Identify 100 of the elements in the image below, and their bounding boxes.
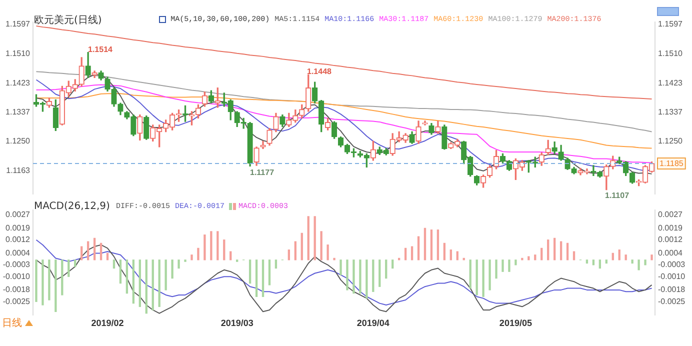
annotation: 1.1448 — [307, 67, 332, 76]
bar — [392, 260, 394, 269]
y2-tick-label: 1.1337 — [658, 107, 684, 116]
bar — [560, 241, 562, 260]
bar — [223, 240, 226, 260]
bar — [476, 260, 478, 296]
bar — [482, 260, 484, 297]
chart-title: MACD(26,12,9) — [34, 201, 110, 212]
chart-title: 欧元美元(日线) — [34, 14, 102, 26]
y2-tick-label: -0.0010 — [658, 272, 686, 281]
bar — [366, 260, 368, 299]
bar — [216, 231, 219, 260]
y2-tick-label: 0.0004 — [658, 248, 684, 258]
y2-tick-label: 1.1597 — [658, 20, 684, 29]
bar — [190, 254, 193, 260]
y2-tick-label: 0.0027 — [658, 210, 684, 220]
bar — [68, 260, 70, 277]
bar — [534, 254, 536, 260]
bar — [618, 250, 620, 260]
bar — [424, 228, 426, 260]
bar — [385, 260, 388, 279]
bar — [86, 241, 90, 260]
bar — [631, 260, 634, 264]
bar — [54, 260, 57, 312]
bar — [417, 236, 420, 260]
bar — [262, 260, 264, 297]
bar — [605, 260, 608, 264]
bar — [644, 260, 646, 266]
bar — [352, 260, 355, 294]
bar — [210, 231, 212, 260]
bar — [93, 238, 96, 260]
bar — [650, 254, 653, 260]
bar — [126, 260, 128, 294]
annotation: 1.1107 — [605, 191, 630, 200]
y2-tick-label: -0.0025 — [658, 296, 686, 306]
x-tick-label: 2019/03 — [220, 318, 254, 328]
bar — [469, 260, 472, 289]
bar — [307, 216, 310, 260]
y-tick-label: 0.0012 — [6, 235, 31, 244]
x-tick-label: 2019/04 — [356, 318, 390, 328]
bar — [268, 260, 271, 286]
annotation: 1.1177 — [250, 168, 274, 177]
text: 日线 — [2, 316, 22, 330]
bar — [430, 230, 433, 260]
y-tick-label: 1.1250 — [6, 136, 31, 146]
y-tick-label: -0.0018 — [2, 285, 31, 294]
y2-tick-label: 1.1250 — [658, 136, 684, 146]
bar — [255, 260, 258, 297]
bar — [495, 260, 498, 279]
bar — [346, 260, 348, 290]
bar — [450, 250, 452, 260]
bar — [333, 258, 336, 260]
bar — [61, 260, 64, 296]
bar — [340, 260, 342, 276]
bar — [171, 260, 174, 279]
bar — [359, 260, 362, 294]
y-tick-label: -0.0025 — [2, 296, 31, 306]
bar — [456, 251, 458, 260]
bar — [326, 244, 329, 260]
bar — [158, 260, 160, 307]
bar — [547, 240, 550, 260]
y-tick-label: 1.1163 — [6, 166, 31, 176]
bar — [598, 260, 602, 269]
bar — [436, 230, 440, 260]
bar — [197, 248, 200, 260]
y2-tick-label: 1.1510 — [658, 48, 684, 58]
bar — [248, 260, 252, 284]
y-tick-label: 1.1510 — [6, 48, 31, 58]
bar — [294, 241, 296, 260]
y-tick-label: -0.0003 — [2, 260, 31, 270]
y2-tick-label: -0.0018 — [658, 285, 686, 294]
bar — [164, 260, 167, 290]
bar — [378, 260, 381, 287]
x-tick-label: 2019/05 — [499, 318, 532, 328]
bar — [230, 251, 232, 260]
bar — [320, 231, 322, 260]
bar — [586, 260, 588, 264]
bar — [119, 260, 122, 284]
bar — [288, 250, 290, 260]
bar — [138, 260, 141, 307]
y-tick-label: 0.0019 — [6, 223, 31, 232]
bar — [410, 246, 414, 260]
annotation: 1.1514 — [88, 45, 112, 54]
y-tick-label: -0.0010 — [2, 272, 31, 281]
bar — [152, 260, 154, 310]
bar — [488, 260, 491, 290]
y-tick-label: 1.1337 — [6, 107, 31, 116]
y2-tick-label: 0.0012 — [658, 235, 684, 244]
bar — [42, 260, 44, 306]
bar — [566, 242, 569, 260]
y-tick-label: 0.0027 — [6, 210, 31, 220]
bar — [145, 260, 148, 314]
bar — [508, 260, 510, 272]
y2-tick-label: 1.1423 — [658, 78, 684, 88]
bar — [553, 238, 556, 260]
bar — [514, 260, 517, 266]
bar — [638, 260, 640, 270]
bar — [521, 258, 524, 260]
bar — [443, 242, 446, 260]
bar — [572, 251, 576, 260]
